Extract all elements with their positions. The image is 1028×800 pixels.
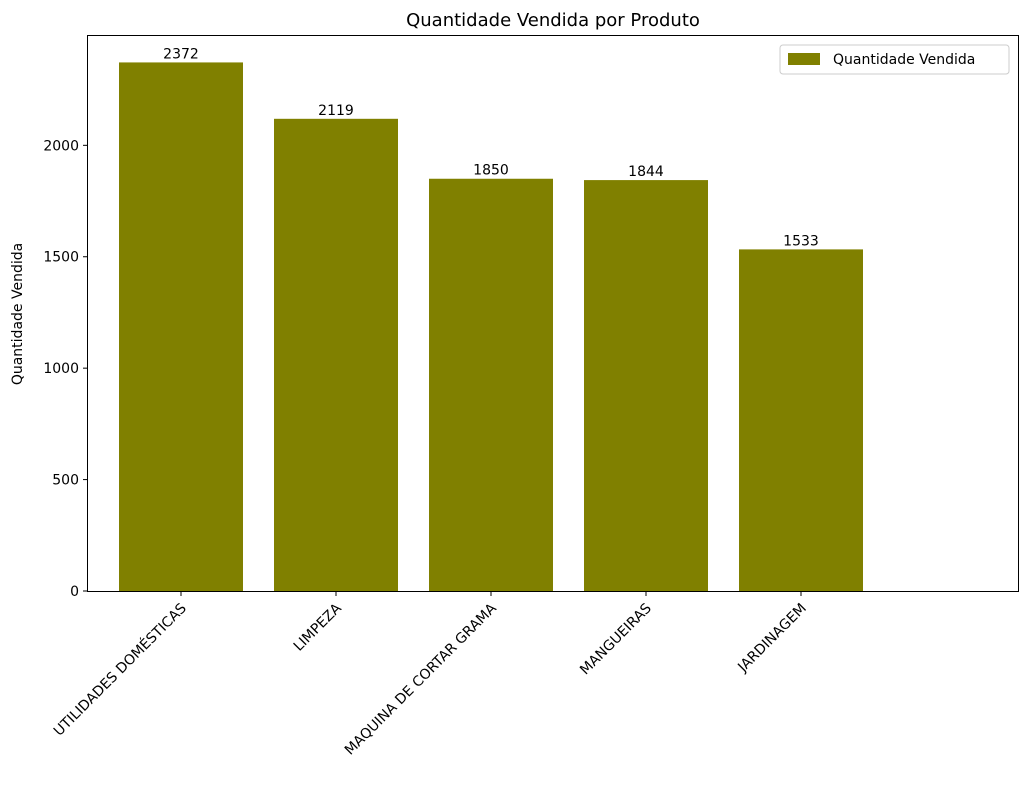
legend-swatch (788, 53, 820, 65)
x-tick-label: MAQUINA DE CORTAR GRAMA (342, 600, 500, 758)
bar (119, 62, 243, 591)
bar (584, 180, 708, 591)
y-tick-label: 0 (70, 584, 79, 600)
plot-frame (87, 35, 1019, 592)
bar-value-label: 1533 (783, 233, 819, 249)
y-tick-label: 1500 (43, 250, 79, 266)
bar-labels-group: 2372 2119 1850 1844 1533 (163, 46, 819, 249)
x-tick-label: LIMPEZA (291, 600, 345, 654)
legend: Quantidade Vendida (779, 44, 1010, 75)
legend-entry: Quantidade Vendida (833, 52, 975, 68)
bar-value-label: 2119 (318, 103, 354, 119)
bar-value-label: 1850 (473, 163, 509, 179)
bar (429, 178, 553, 591)
chart-title: Quantidade Vendida por Produto (406, 10, 700, 31)
bar-value-label: 1844 (628, 164, 664, 180)
bars-group (119, 62, 863, 592)
bar (274, 118, 398, 591)
legend-box (779, 44, 1010, 75)
bar (739, 249, 863, 592)
y-tick-label: 1000 (43, 361, 79, 377)
x-tick-label: MANGUEIRAS (577, 600, 655, 678)
y-axis: 0 500 1000 1500 2000 (43, 138, 88, 600)
x-tick-label: UTILIDADES DOMÉSTICAS (50, 600, 190, 740)
x-tick-label: JARDINAGEM (734, 601, 809, 676)
y-axis-label: Quantidade Vendida (10, 243, 26, 385)
y-tick-label: 2000 (43, 138, 79, 154)
y-tick-label: 500 (52, 473, 79, 489)
bar-value-label: 2372 (163, 46, 199, 62)
